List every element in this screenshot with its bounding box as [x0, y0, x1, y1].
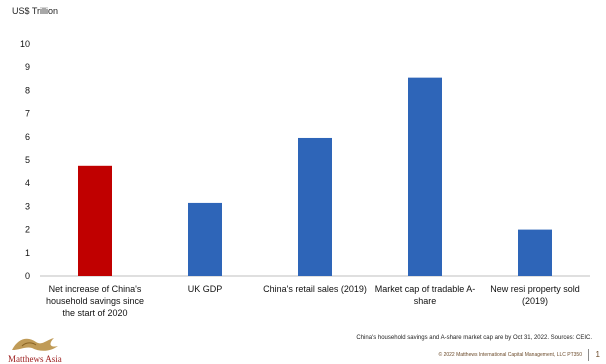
- y-tick-label: 4: [25, 178, 30, 188]
- y-axis-label: US$ Trillion: [12, 6, 59, 16]
- y-tick-label: 5: [25, 155, 30, 165]
- y-tick-label: 3: [25, 201, 30, 211]
- y-tick-label: 6: [25, 132, 30, 142]
- y-tick-label: 8: [25, 85, 30, 95]
- y-tick-label: 10: [20, 39, 30, 49]
- logo-icon: [6, 332, 76, 364]
- y-tick-label: 0: [25, 271, 30, 281]
- logo-text: Matthews Asia: [8, 354, 62, 364]
- bar: [188, 202, 222, 276]
- category-label-layer: Net increase of China's household savings…: [46, 284, 580, 318]
- y-tick-label: 2: [25, 225, 30, 235]
- page-separator: [588, 349, 589, 361]
- x-category-label: Net increase of China's household savings…: [46, 284, 144, 318]
- x-category-label: Market cap of tradable A-share: [375, 284, 476, 306]
- bar: [298, 137, 332, 276]
- source-note: China's household savings and A-share ma…: [356, 335, 592, 341]
- y-tick-label: 7: [25, 109, 30, 119]
- copyright-text: © 2022 Matthews International Capital Ma…: [438, 352, 583, 358]
- bar: [78, 165, 112, 276]
- x-category-label: China's retail sales (2019): [263, 284, 367, 294]
- bar-layer: [78, 77, 552, 276]
- x-category-label: New resi property sold (2019): [490, 284, 580, 306]
- page-number: 1: [595, 350, 600, 359]
- bar: [408, 77, 442, 276]
- x-category-label: UK GDP: [188, 284, 223, 294]
- y-tick-label: 1: [25, 248, 30, 258]
- bar: [518, 229, 552, 276]
- y-tick-label: 9: [25, 62, 30, 72]
